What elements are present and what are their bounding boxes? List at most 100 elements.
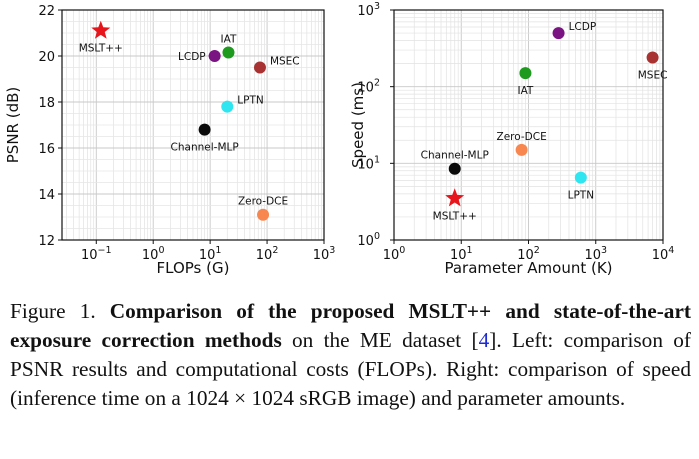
tick-base: 10 <box>357 157 374 172</box>
tick-exponent: 2 <box>534 245 540 256</box>
y-tick-label: 100 <box>357 231 380 249</box>
tick-base: 10 <box>81 248 98 263</box>
tick-base: 10 <box>357 234 374 249</box>
data-points: LCDP MSEC IAT Zero-DCE Channel-MLP LPTN MSLT++ <box>421 21 668 222</box>
x-tick-label: 100 <box>383 245 406 263</box>
tick-base: 10 <box>517 248 534 263</box>
point-label-zero-dce: Zero-DCE <box>238 196 288 208</box>
y-tick-label: 20 <box>38 50 55 65</box>
y-tick-label: 14 <box>38 188 55 203</box>
point-label-lptn: LPTN <box>237 95 263 107</box>
caption-after-ref: ]. <box>489 328 502 352</box>
tick-exponent: 0 <box>399 245 405 256</box>
point-msec <box>646 51 659 64</box>
tick-base: 10 <box>199 248 216 263</box>
point-lptn <box>221 100 234 113</box>
y-tick-label: 103 <box>357 1 380 19</box>
tick-base: 10 <box>313 248 330 263</box>
x-tick-label: 10−1 <box>81 245 112 263</box>
y-tick-label: 16 <box>38 142 55 157</box>
point-iat <box>222 46 235 59</box>
point-label-channel-mlp: Channel-MLP <box>421 150 489 162</box>
tick-exponent: 2 <box>374 78 380 89</box>
point-lcdp <box>552 27 565 40</box>
point-label-lcdp: LCDP <box>178 51 206 63</box>
x-axis-label: FLOPs (G) <box>157 259 230 277</box>
y-tick-label: 102 <box>357 78 380 96</box>
x-tick-label: 102 <box>256 245 279 263</box>
point-zero-dce <box>257 208 270 221</box>
y-tick-label: 18 <box>38 96 55 111</box>
tick-exponent: −1 <box>98 245 112 256</box>
x-tick-label: 104 <box>652 245 675 263</box>
point-label-mslt: MSLT++ <box>79 43 123 55</box>
x-tick-label: 103 <box>584 245 607 263</box>
x-tick-label: 101 <box>199 245 222 263</box>
caption-prefix: Figure 1. <box>10 299 96 323</box>
tick-exponent: 0 <box>374 231 380 242</box>
x-tick-label: 100 <box>142 245 165 263</box>
tick-base: 10 <box>357 81 374 96</box>
tick-base: 10 <box>357 4 374 19</box>
point-label-zero-dce: Zero-DCE <box>497 131 547 143</box>
tick-base: 10 <box>652 248 669 263</box>
tick-base: 10 <box>584 248 601 263</box>
tick-exponent: 3 <box>329 245 335 256</box>
y-tick-label: 101 <box>357 154 380 172</box>
point-label-iat: IAT <box>517 85 533 97</box>
x-tick-label: 103 <box>313 245 336 263</box>
point-label-iat: IAT <box>221 34 237 46</box>
tick-exponent: 3 <box>374 1 380 12</box>
y-tick-label: 12 <box>38 234 55 249</box>
point-label-mslt: MSLT++ <box>433 210 477 222</box>
point-iat <box>519 67 532 80</box>
point-label-lcdp: LCDP <box>569 21 597 33</box>
point-channel-mlp <box>198 123 211 136</box>
grid <box>62 9 325 241</box>
tick-base: 10 <box>383 248 400 263</box>
tick-exponent: 4 <box>668 245 674 256</box>
data-points: MSLT++ LCDP IAT MSEC LPTN Channel-MLP Zero-DCE <box>79 20 300 221</box>
point-label-msec: MSEC <box>270 56 300 68</box>
caption-ref-link[interactable]: 4 <box>478 328 490 352</box>
caption-middle: on the ME dataset [ <box>281 328 479 352</box>
tick-exponent: 1 <box>215 245 221 256</box>
point-lptn <box>574 171 587 184</box>
caption-left-label: Left: <box>511 328 554 352</box>
y-tick-label: 22 <box>38 4 55 19</box>
caption-right-label: Right: <box>446 357 500 381</box>
tick-base: 10 <box>450 248 467 263</box>
x-axis-label: Parameter Amount (K) <box>444 259 612 277</box>
y-axis-label: PSNR (dB) <box>4 87 22 164</box>
caption-bold: Comparison of the proposed MSLT++ and st… <box>10 299 691 352</box>
point-label-channel-mlp: Channel-MLP <box>171 142 239 154</box>
y-axis-label: Speed (ms) <box>349 82 367 168</box>
caption-right-text: comparison of speed (inference time on a… <box>10 357 691 410</box>
x-tick-label: 101 <box>450 245 473 263</box>
point-label-lptn: LPTN <box>568 190 594 202</box>
point-zero-dce <box>515 143 528 156</box>
tick-exponent: 2 <box>272 245 278 256</box>
point-msec <box>253 61 266 74</box>
figure-caption: Figure 1. Comparison of the proposed MSLT… <box>10 297 691 413</box>
point-channel-mlp <box>448 162 461 175</box>
point-lcdp <box>208 50 221 62</box>
caption-left-text: comparison of PSNR results and computati… <box>10 328 691 381</box>
tick-base: 10 <box>142 248 159 263</box>
tick-exponent: 3 <box>601 245 607 256</box>
point-mslt <box>445 188 465 207</box>
x-tick-label: 102 <box>517 245 540 263</box>
point-label-msec: MSEC <box>638 70 668 82</box>
tick-base: 10 <box>256 248 273 263</box>
plot-frame <box>61 9 325 241</box>
tick-exponent: 1 <box>374 154 380 165</box>
grid <box>393 9 664 241</box>
tick-exponent: 1 <box>467 245 473 256</box>
point-mslt <box>91 20 111 39</box>
